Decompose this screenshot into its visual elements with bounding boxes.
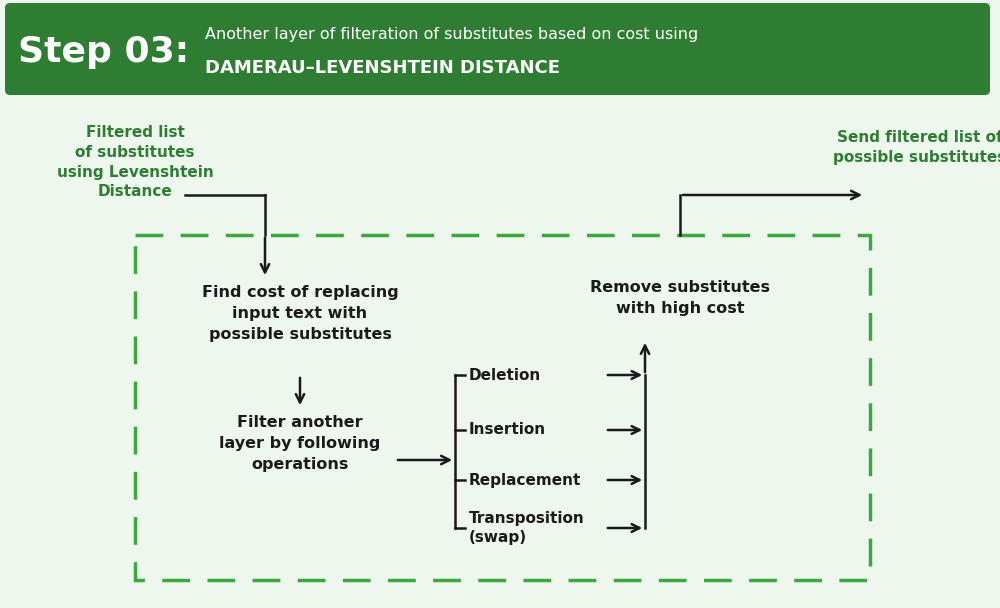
Text: Send filtered list of
possible substitutes: Send filtered list of possible substitut… — [833, 130, 1000, 165]
Text: Another layer of filteration of substitutes based on cost using: Another layer of filteration of substitu… — [205, 27, 698, 43]
Bar — [135, 235, 870, 580]
Text: DAMERAU–LEVENSHTEIN DISTANCE: DAMERAU–LEVENSHTEIN DISTANCE — [205, 59, 560, 77]
Text: Step 03:: Step 03: — [18, 35, 189, 69]
Text: Remove substitutes
with high cost: Remove substitutes with high cost — [590, 280, 770, 316]
FancyBboxPatch shape — [5, 3, 990, 95]
Text: Find cost of replacing
input text with
possible substitutes: Find cost of replacing input text with p… — [202, 285, 398, 342]
Text: Replacement: Replacement — [469, 472, 581, 488]
Text: Transposition
(swap): Transposition (swap) — [469, 511, 585, 545]
Text: Filtered list
of substitutes
using Levenshtein
Distance: Filtered list of substitutes using Leven… — [57, 125, 213, 199]
Text: Deletion: Deletion — [469, 367, 541, 382]
Text: Filter another
layer by following
operations: Filter another layer by following operat… — [219, 415, 381, 472]
Text: Insertion: Insertion — [469, 423, 546, 438]
